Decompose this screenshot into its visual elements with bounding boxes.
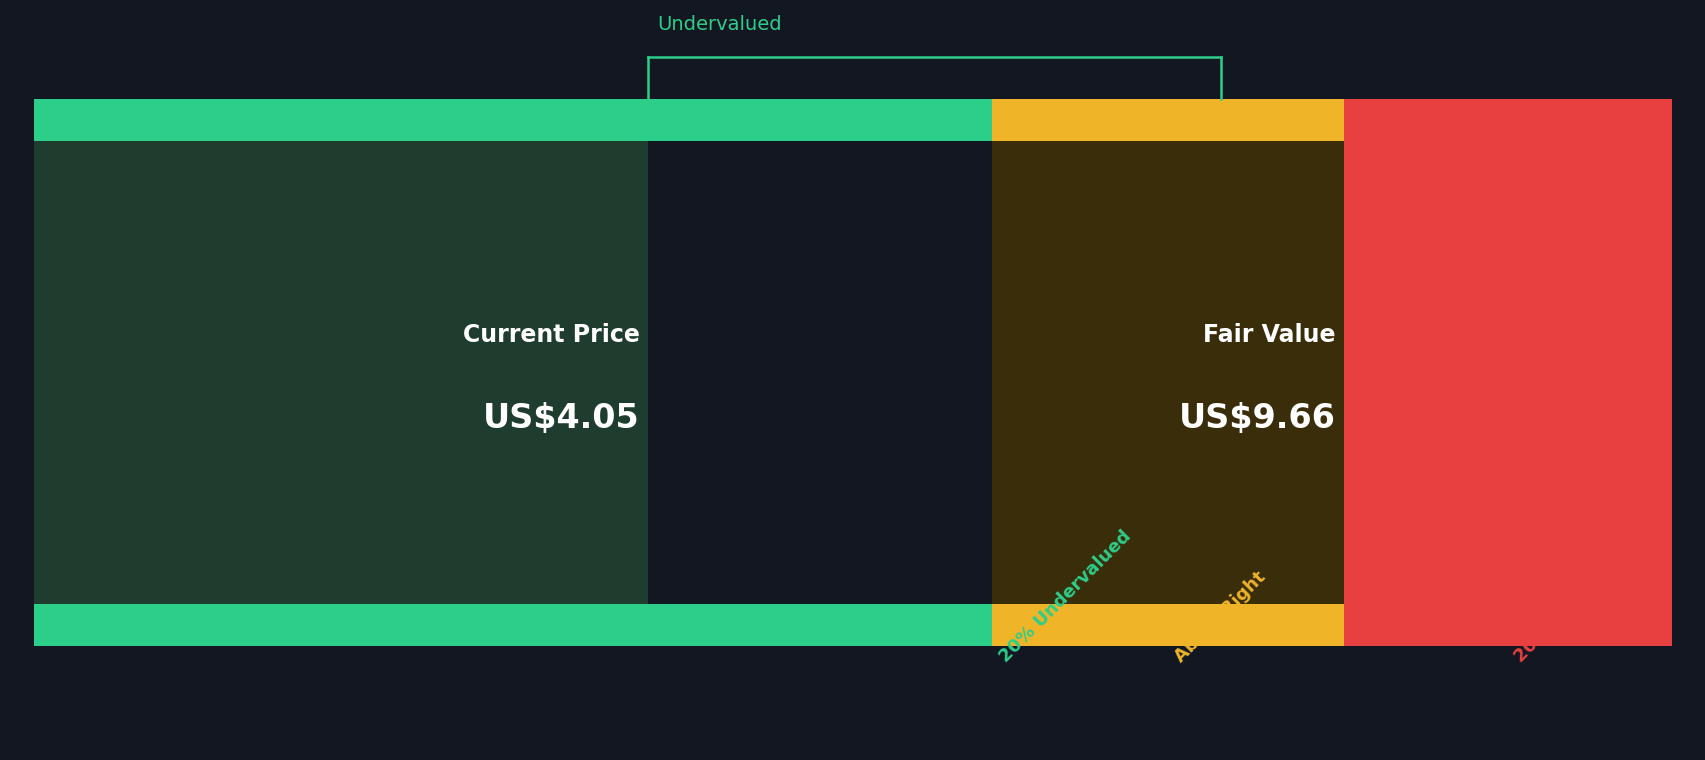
Bar [992, 99, 1344, 646]
Bar [34, 141, 648, 604]
Text: 20% Undervalued: 20% Undervalued [996, 527, 1134, 667]
Bar [1344, 99, 1671, 646]
Bar [34, 99, 992, 646]
Text: Current Price: Current Price [462, 323, 639, 347]
Text: US$9.66: US$9.66 [1178, 402, 1335, 435]
Text: Fair Value: Fair Value [1202, 323, 1335, 347]
Text: 20% Overvalued: 20% Overvalued [1511, 537, 1640, 667]
Text: About Right: About Right [1171, 568, 1269, 667]
Text: Undervalued: Undervalued [656, 15, 781, 34]
Text: US$4.05: US$4.05 [483, 402, 639, 435]
Bar [992, 141, 1344, 604]
Bar [34, 141, 992, 604]
